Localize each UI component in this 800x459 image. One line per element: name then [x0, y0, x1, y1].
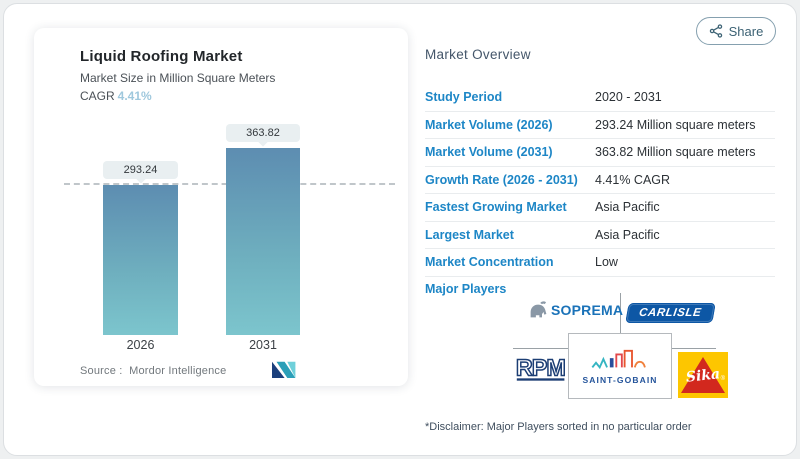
bar-chart: 293.24 363.82: [64, 120, 395, 335]
major-players-label: Major Players: [425, 282, 507, 296]
rpm-logo: RPM: [514, 352, 570, 386]
connector-line-vertical: [620, 293, 621, 333]
value-label-2031: 363.82: [226, 124, 300, 147]
bar-2031[interactable]: [226, 148, 300, 335]
table-row-market-concentration: Market Concentration Low: [425, 249, 775, 277]
cagr-label: CAGR: [80, 89, 115, 103]
saint-gobain-skyline-icon: [590, 348, 650, 372]
soprema-logo: SOPREMA: [528, 299, 623, 320]
table-row-growth-rate: Growth Rate (2026 - 2031) 4.41% CAGR: [425, 167, 775, 194]
source-note: Source : Mordor Intelligence: [80, 365, 227, 377]
table-row-fastest-growing-market: Fastest Growing Market Asia Pacific: [425, 194, 775, 222]
share-button-label: Share: [728, 23, 764, 39]
chart-title: Liquid Roofing Market: [80, 48, 243, 65]
overview-table: Study Period 2020 - 2031 Market Volume (…: [425, 84, 775, 277]
table-row-largest-market: Largest Market Asia Pacific: [425, 222, 775, 249]
chart-card: Liquid Roofing Market Market Size in Mil…: [34, 28, 408, 386]
chart-subtitle: Market Size in Million Square Meters: [80, 71, 276, 85]
overview-heading: Market Overview: [425, 47, 531, 62]
cagr-line: CAGR 4.41%: [80, 89, 152, 103]
table-row-market-volume-2026: Market Volume (2026) 293.24 Million squa…: [425, 112, 775, 139]
table-row-study-period: Study Period 2020 - 2031: [425, 84, 775, 112]
connector-line-right: [672, 348, 716, 349]
saint-gobain-logo: SAINT-GOBAIN: [568, 333, 672, 399]
mordor-intelligence-logo-icon: [272, 360, 299, 383]
bar-slot-2031: 363.82: [226, 120, 300, 335]
elephant-icon: [528, 299, 549, 320]
bar-slot-2026: 293.24: [103, 120, 178, 335]
registered-mark: ®: [720, 376, 725, 382]
cagr-value: 4.41%: [117, 89, 152, 103]
carlisle-logo: CARLISLE: [625, 303, 716, 323]
share-nodes-icon: [709, 24, 723, 38]
disclaimer-text: *Disclaimer: Major Players sorted in no …: [425, 421, 692, 433]
connector-line-left: [513, 348, 568, 349]
value-label-2026: 293.24: [103, 161, 178, 184]
table-row-market-volume-2031: Market Volume (2031) 363.82 Million squa…: [425, 139, 775, 167]
svg-text:RPM: RPM: [516, 355, 565, 381]
sika-logo: Sika ®: [678, 352, 728, 398]
bar-2026[interactable]: [103, 185, 178, 335]
x-axis-label-2031: 2031: [249, 338, 277, 352]
share-button[interactable]: Share: [696, 17, 776, 45]
x-axis-label-2026: 2026: [126, 338, 155, 352]
